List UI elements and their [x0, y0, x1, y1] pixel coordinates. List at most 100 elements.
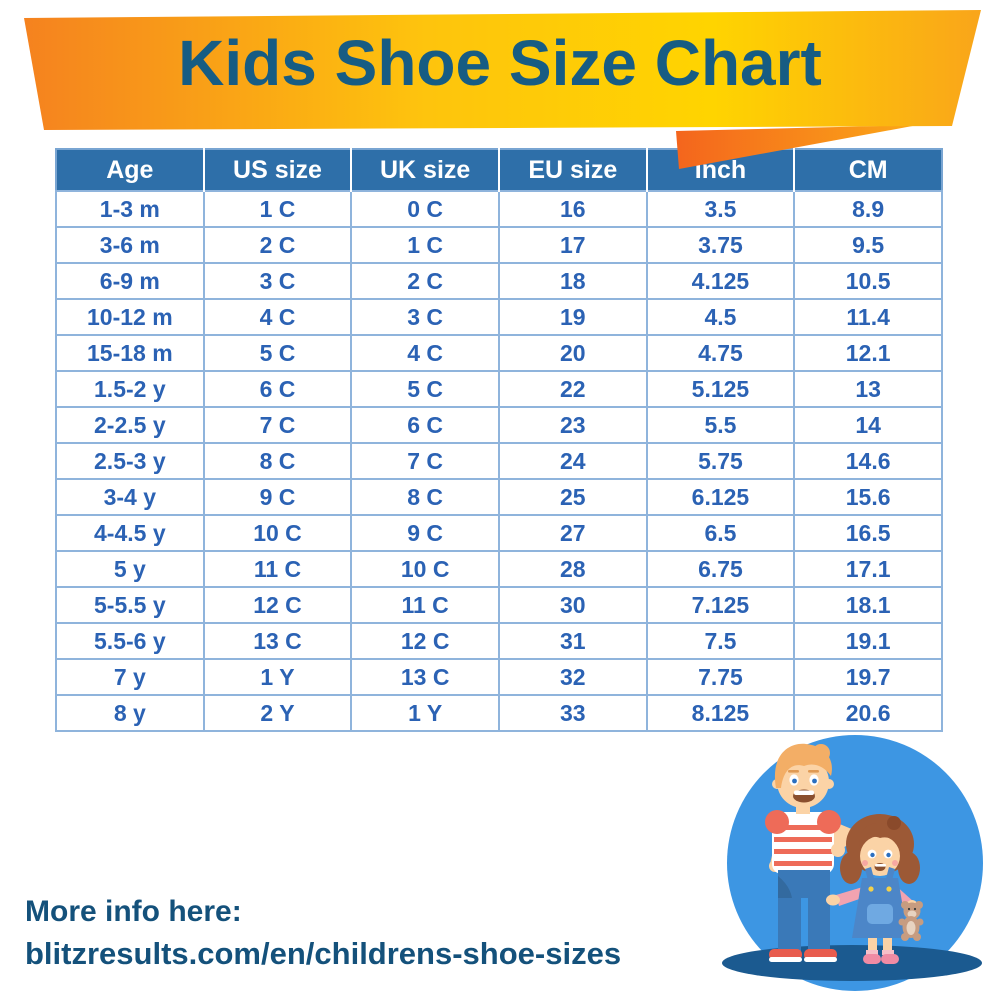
table-cell: 4.75 — [645, 334, 796, 372]
table-row: 5.5-6 y 13 C 12 C 31 7.5 19.1 — [55, 622, 943, 660]
column-header-inch: Inch — [645, 149, 795, 191]
table-cell: 11 C — [350, 586, 500, 624]
table-cell: 5.125 — [645, 370, 796, 408]
table-cell: 8 y — [55, 694, 205, 732]
table-cell: 33 — [497, 694, 648, 732]
table-cell: 5 C — [202, 334, 353, 372]
table-cell: 1 Y — [350, 694, 500, 732]
table-cell: 19 — [497, 298, 648, 336]
table-cell: 2-2.5 y — [55, 406, 205, 444]
table-cell: 5.5 — [645, 406, 796, 444]
table-cell: 10.5 — [793, 262, 943, 300]
table-cell: 31 — [497, 622, 648, 660]
girl-figure — [826, 814, 920, 964]
table-cell: 24 — [497, 442, 648, 480]
table-cell: 1 C — [350, 226, 500, 264]
page-title: Kids Shoe Size Chart — [178, 27, 822, 99]
teddy-bear — [898, 901, 924, 941]
table-cell: 17 — [497, 226, 648, 264]
header-row: Age US size UK size EU size Inch CM — [56, 149, 942, 191]
column-header-cm: CM — [793, 149, 942, 191]
table-cell: 3 C — [350, 298, 500, 336]
table-cell: 1.5-2 y — [55, 370, 205, 408]
table-cell: 13 C — [202, 622, 353, 660]
table-row: 5 y 11 C 10 C 28 6.75 17.1 — [55, 550, 943, 588]
table-cell: 7 y — [55, 658, 205, 696]
table-cell: 25 — [497, 478, 648, 516]
table-cell: 0 C — [350, 190, 500, 228]
ground-shadow — [722, 945, 982, 981]
table-cell: 5-5.5 y — [55, 586, 205, 624]
table-cell: 28 — [497, 550, 648, 588]
table-header: Age US size UK size EU size Inch CM — [56, 149, 942, 191]
table-cell: 6-9 m — [55, 262, 205, 300]
table-cell: 18.1 — [793, 586, 943, 624]
table-cell: 2 Y — [202, 694, 353, 732]
table-cell: 9 C — [350, 514, 500, 552]
footer-more-info: More info here: — [25, 895, 242, 928]
table-cell: 4 C — [350, 334, 500, 372]
table-cell: 32 — [497, 658, 648, 696]
table-cell: 10-12 m — [55, 298, 205, 336]
table-cell: 3.75 — [645, 226, 796, 264]
table-cell: 3 C — [202, 262, 353, 300]
table-cell: 6 C — [350, 406, 500, 444]
table-cell: 4 C — [202, 298, 353, 336]
table-cell: 2.5-3 y — [55, 442, 205, 480]
footer: More info here: blitzresults.com/en/chil… — [25, 891, 621, 975]
table-cell: 8.125 — [645, 694, 796, 732]
table-cell: 16 — [497, 190, 648, 228]
table-cell: 10 C — [202, 514, 353, 552]
table-cell: 5.5-6 y — [55, 622, 205, 660]
table-cell: 30 — [497, 586, 648, 624]
table-cell: 20 — [497, 334, 648, 372]
table-cell: 3-4 y — [55, 478, 205, 516]
table-cell: 5.75 — [645, 442, 796, 480]
table-cell: 5 C — [350, 370, 500, 408]
shoe-size-table: Age US size UK size EU size Inch CM 1-3 … — [55, 148, 943, 732]
table-cell: 9 C — [202, 478, 353, 516]
table-cell: 18 — [497, 262, 648, 300]
table-cell: 1 Y — [202, 658, 353, 696]
table-cell: 14 — [793, 406, 943, 444]
table-cell: 1-3 m — [55, 190, 205, 228]
table-cell: 5 y — [55, 550, 205, 588]
table-row: 5-5.5 y 12 C 11 C 30 7.125 18.1 — [55, 586, 943, 624]
table-cell: 8 C — [202, 442, 353, 480]
table-cell: 8 C — [350, 478, 500, 516]
table-cell: 3-6 m — [55, 226, 205, 264]
table-cell: 19.1 — [793, 622, 943, 660]
column-header-us-size: US size — [202, 149, 352, 191]
table-cell: 15-18 m — [55, 334, 205, 372]
table-cell: 8.9 — [793, 190, 943, 228]
table-cell: 7.75 — [645, 658, 796, 696]
table-cell: 27 — [497, 514, 648, 552]
table-cell: 6.75 — [645, 550, 796, 588]
table-cell: 6 C — [202, 370, 353, 408]
table-cell: 1 C — [202, 190, 353, 228]
column-header-uk-size: UK size — [350, 149, 499, 191]
table-cell: 20.6 — [793, 694, 943, 732]
table-cell: 2 C — [350, 262, 500, 300]
boy-hand — [831, 843, 845, 857]
table-cell: 4-4.5 y — [55, 514, 205, 552]
table-cell: 6.5 — [645, 514, 796, 552]
table-cell: 19.7 — [793, 658, 943, 696]
table-cell: 12 C — [202, 586, 353, 624]
table-cell: 13 — [793, 370, 943, 408]
column-header-eu-size: EU size — [497, 149, 647, 191]
table-cell: 12.1 — [793, 334, 943, 372]
table-cell: 11 C — [202, 550, 353, 588]
table-cell: 17.1 — [793, 550, 943, 588]
